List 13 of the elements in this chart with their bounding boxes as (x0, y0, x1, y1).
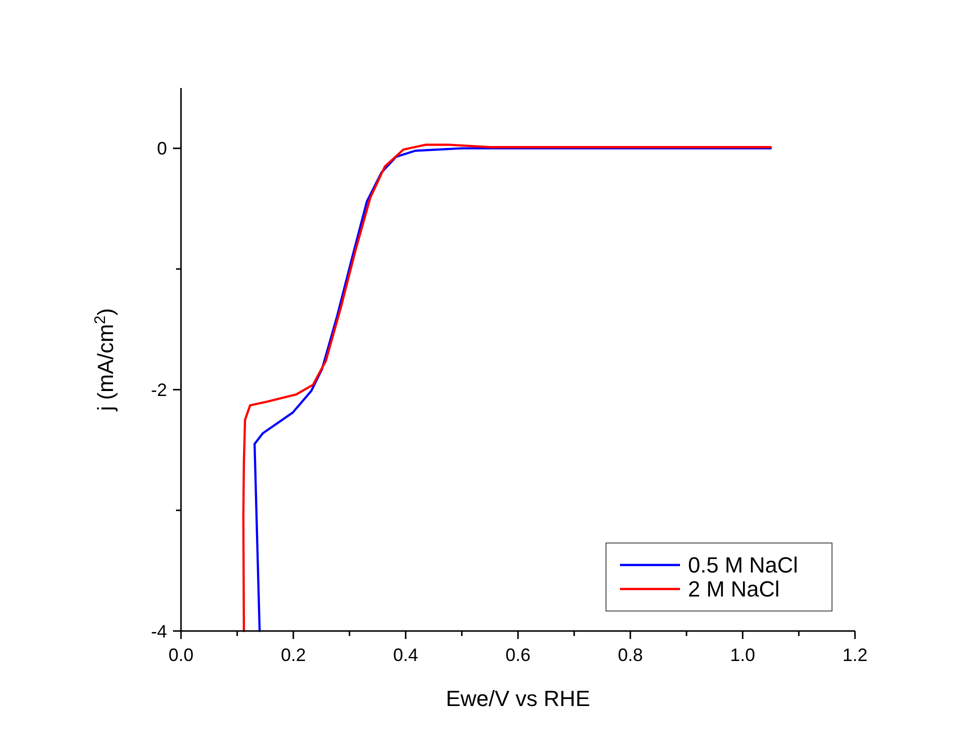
x-tick-label: 0.8 (618, 645, 643, 665)
x-axis-title: Ewe/V vs RHE (446, 686, 590, 711)
x-tick-label: 0.4 (393, 645, 418, 665)
x-tick-label: 1.0 (730, 645, 756, 665)
y-tick-label: -4 (150, 621, 167, 642)
y-tick-label: 0 (156, 138, 167, 159)
legend-label: 2 M NaCl (688, 576, 780, 602)
x-tick-label: 0.6 (505, 645, 531, 665)
legend-label: 0.5 M NaCl (688, 552, 798, 578)
x-tick-label: 0.0 (168, 645, 194, 665)
x-tick-label: 1.2 (842, 645, 868, 665)
x-tick-label: 0.2 (280, 645, 306, 665)
y-tick-label: -2 (150, 380, 167, 400)
